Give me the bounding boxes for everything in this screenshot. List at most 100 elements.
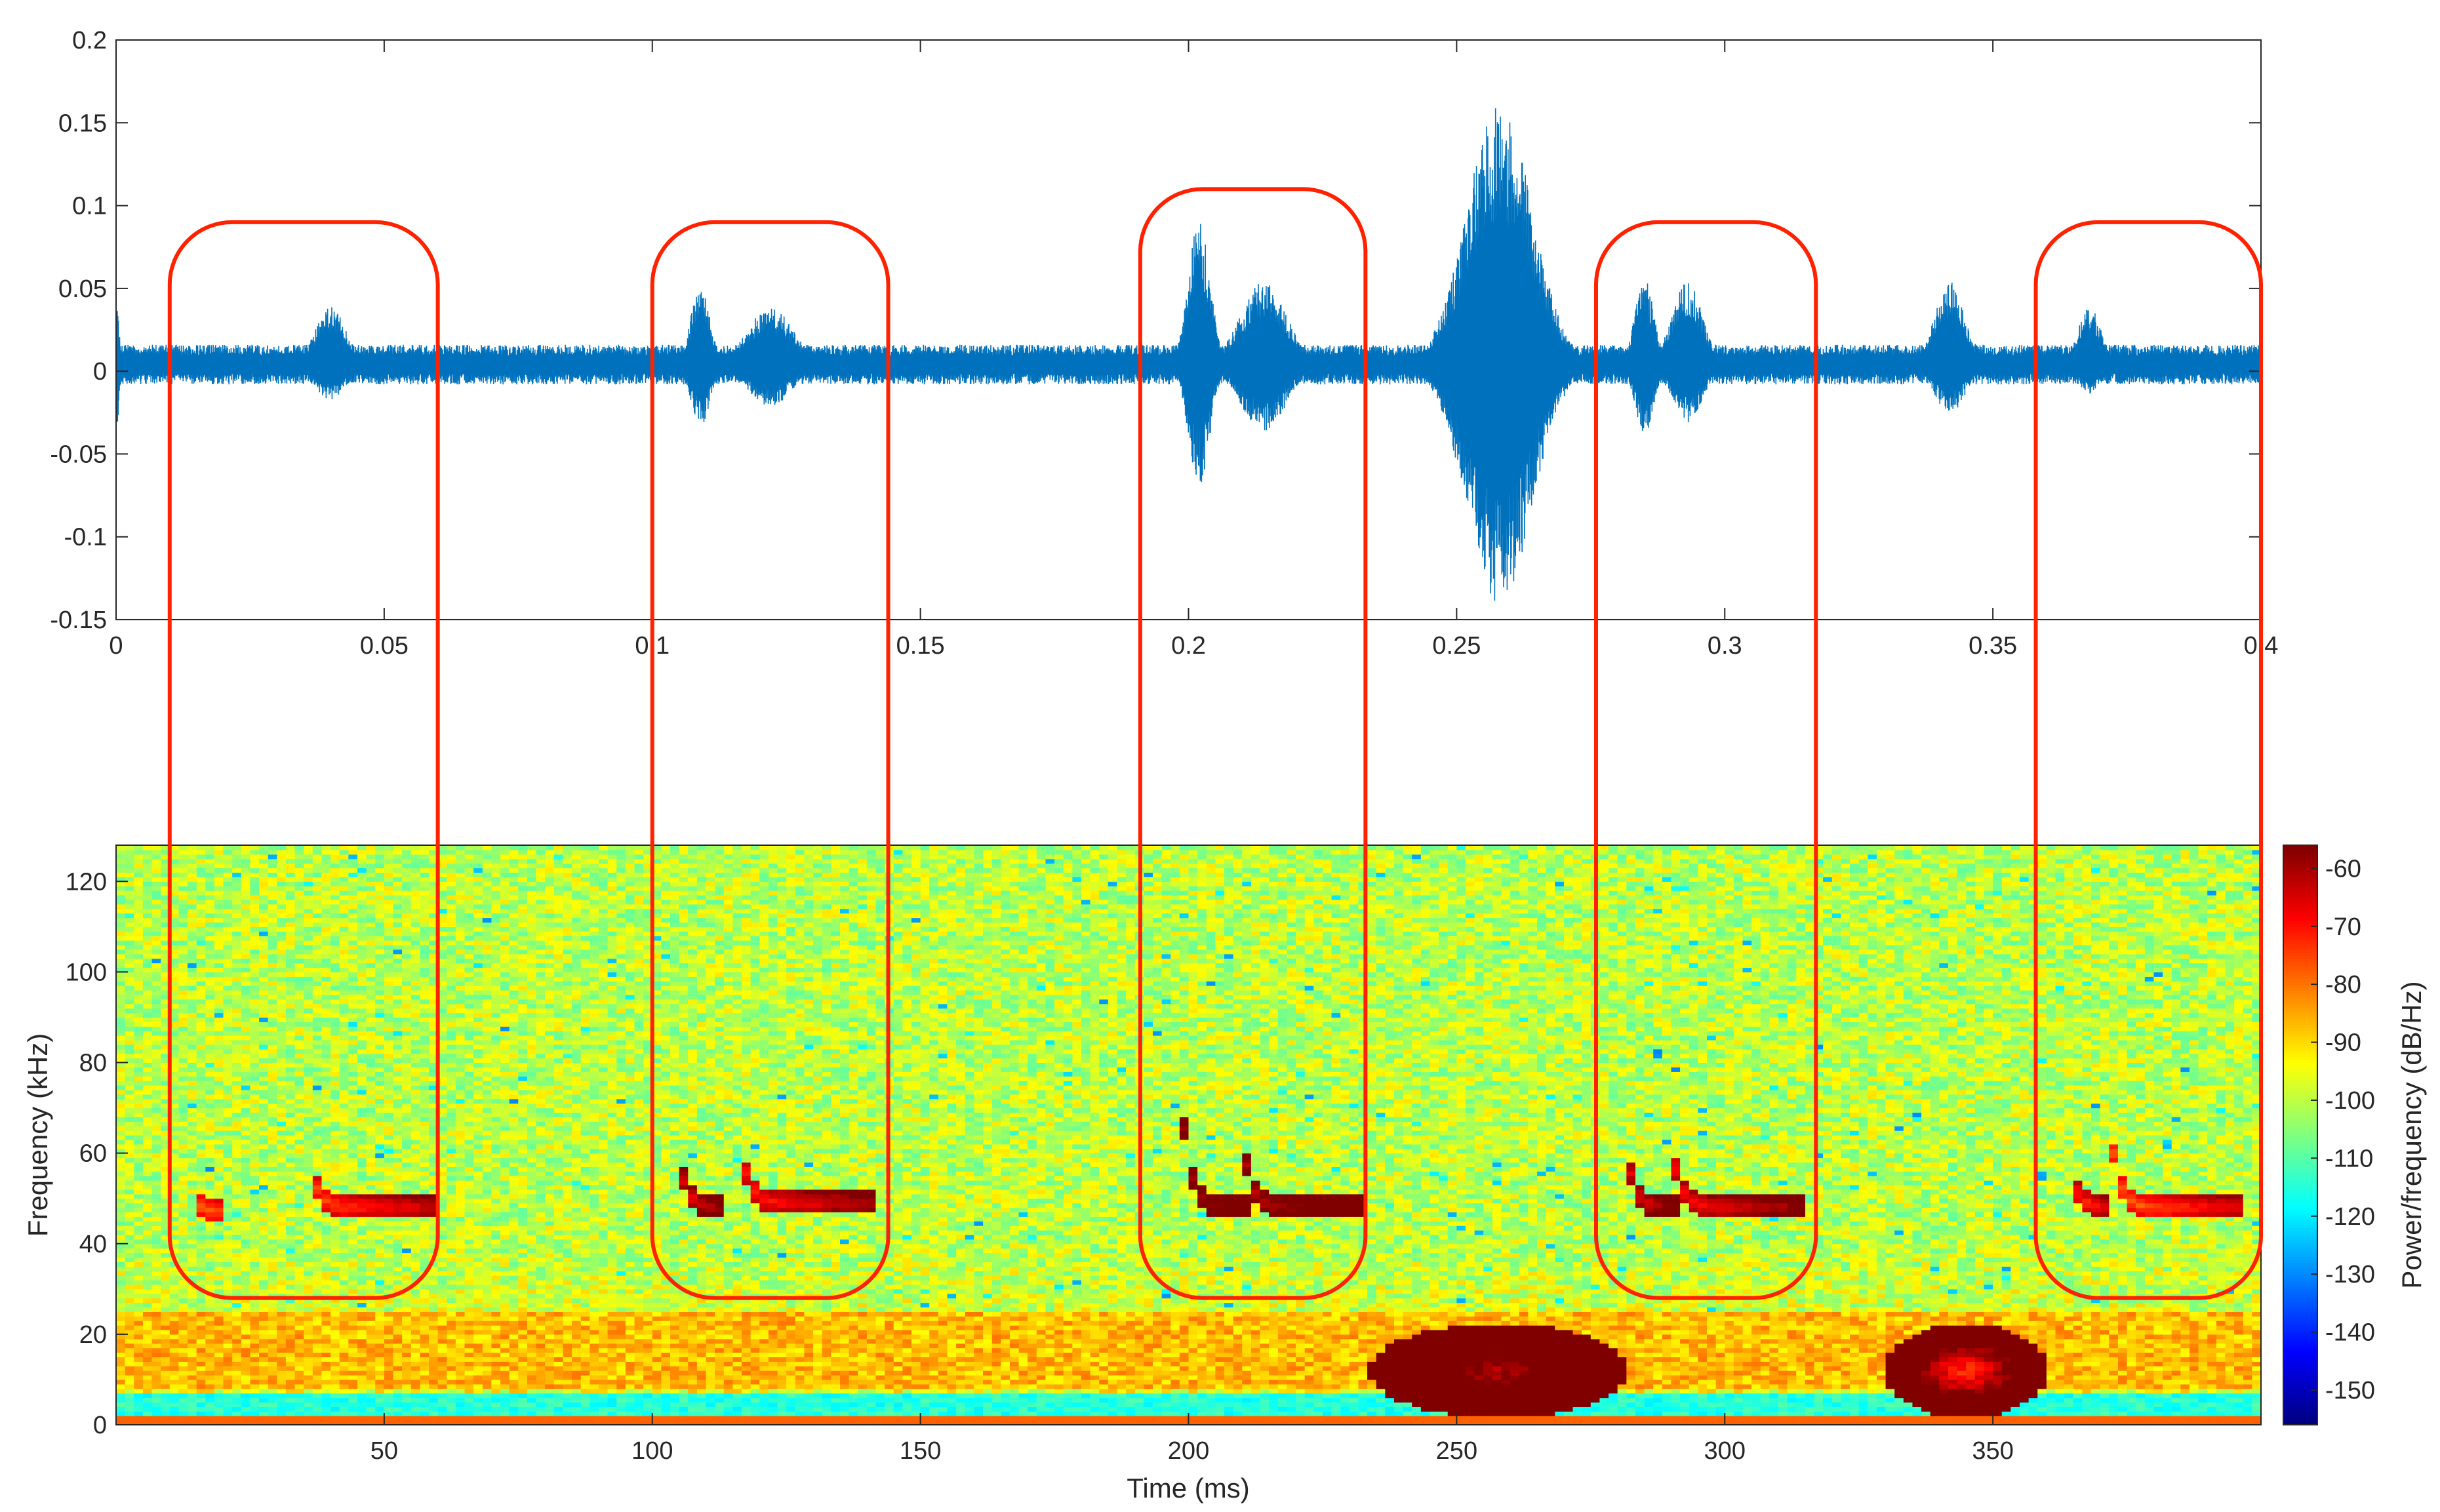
spectrogram-cell [411, 1049, 420, 1054]
spectrogram-cell [214, 1353, 224, 1358]
spectrogram-cell [340, 1370, 349, 1376]
spectrogram-cell [125, 1230, 134, 1235]
spectrogram-cell [393, 1284, 403, 1290]
spectrogram-cell [340, 909, 349, 914]
spectrogram-cell [375, 1140, 384, 1145]
spectrogram-cell [384, 868, 393, 873]
spectrogram-cell [438, 1357, 447, 1362]
spectrogram-cell [125, 1307, 134, 1312]
spectrogram-cell [456, 1316, 465, 1321]
spectrogram-cell [402, 1339, 411, 1344]
spectrogram-cell [420, 1199, 429, 1204]
spectrogram-cell [348, 1384, 357, 1389]
spectrogram-cell [241, 1275, 250, 1281]
spectrogram-cell [152, 981, 161, 986]
spectrogram-cell [214, 1225, 224, 1231]
spectrogram-cell [330, 1257, 340, 1262]
spectrogram-cell [197, 1303, 206, 1308]
spectrogram-cell [286, 1158, 295, 1163]
spectrogram-cell [384, 904, 393, 909]
spectrogram-cell [116, 922, 125, 927]
spectrogram-cell [277, 1284, 286, 1290]
spectrogram-cell [393, 881, 403, 886]
spectrogram-cell [393, 1311, 403, 1317]
spectrogram-cell [250, 963, 259, 968]
spectrogram-cell [321, 1416, 330, 1421]
spectrogram-cell [321, 900, 330, 905]
spectrogram-cell [259, 1289, 268, 1294]
spectrogram-cell [143, 1108, 152, 1113]
spectrogram-cell [367, 1004, 376, 1009]
spectrogram-cell [321, 981, 330, 986]
spectrogram-cell [456, 1393, 465, 1399]
spectrogram-cell [367, 1307, 376, 1312]
spectrogram-cell [214, 1244, 224, 1249]
spectrogram-cell [429, 1275, 438, 1281]
spectrogram-cell [205, 995, 214, 1000]
spectrogram-cell [357, 868, 367, 873]
spectrogram-cell [197, 963, 206, 968]
spectrogram-cell [125, 1262, 134, 1267]
spectrogram-cell [402, 985, 411, 991]
spectrogram-cell [188, 1076, 197, 1081]
spectrogram-cell [330, 926, 340, 932]
spectrogram-cell [214, 1117, 224, 1122]
spectrogram-cell [134, 1112, 143, 1117]
spectrogram-cell [178, 1339, 188, 1344]
spectrogram-cell [286, 1398, 295, 1403]
spectrogram-cell [295, 1235, 304, 1240]
spectrogram-cell [384, 859, 393, 864]
spectrogram-cell [197, 1316, 206, 1321]
spectrogram-cell [268, 1225, 277, 1231]
spectrogram-cell [313, 1158, 322, 1163]
spectrogram-cell [161, 1280, 170, 1285]
spectrogram-cell [268, 981, 277, 986]
spectrogram-cell [134, 931, 143, 936]
spectrogram-cell [393, 913, 403, 919]
spectrogram-cell [134, 1216, 143, 1222]
spectrogram-cell [197, 1262, 206, 1267]
spectrogram-cell [116, 1366, 125, 1371]
spectrogram-cell [340, 1235, 349, 1240]
spectrogram-cell [295, 954, 304, 959]
spectrogram-cell [393, 985, 403, 991]
spectrogram-cell [178, 1112, 188, 1117]
spectrogram-cell [286, 1330, 295, 1335]
spectrogram-cell [313, 1406, 322, 1412]
spectrogram-cell [286, 1162, 295, 1167]
spectrogram-cell [375, 1117, 384, 1122]
spectrogram-cell [429, 1361, 438, 1366]
spectrogram-cell [375, 1085, 384, 1090]
spectrogram-cell [321, 1239, 330, 1244]
spectrogram-cell [152, 1063, 161, 1068]
spectrogram-cell [321, 1054, 330, 1059]
spectrogram-cell [125, 1035, 134, 1041]
spectrogram-cell [330, 1180, 340, 1185]
spectrogram-cell [170, 1398, 179, 1403]
spectrogram-cell [357, 995, 367, 1000]
spectrogram-cell [411, 1334, 420, 1340]
spectrogram-cell [232, 913, 241, 919]
spectrogram-cell [321, 1104, 330, 1109]
spectrogram-cell [134, 1166, 143, 1172]
spectrogram-cell [134, 1022, 143, 1027]
spectrogram-cell [321, 1149, 330, 1154]
spectrogram-cell [197, 1266, 206, 1271]
spectrogram-cell [384, 1199, 393, 1204]
spectrogram-cell [357, 1334, 367, 1340]
spectrogram-cell [357, 864, 367, 869]
spectrogram-cell [447, 1054, 456, 1059]
spectrogram-cell [143, 1126, 152, 1131]
spectrogram-cell [295, 918, 304, 923]
spectrogram-cell [214, 872, 224, 877]
spectrogram-cell [134, 1266, 143, 1271]
spectrogram-cell [197, 1380, 206, 1385]
spectrogram-cell [357, 1004, 367, 1009]
spectrogram-cell [277, 864, 286, 869]
spectrogram-cell [447, 1225, 456, 1231]
spectrogram-cell [295, 1017, 304, 1022]
spectrogram-cell [357, 1248, 367, 1254]
spectrogram-cell [134, 913, 143, 919]
spectrogram-cell [340, 1203, 349, 1208]
spectrogram-cell [420, 1026, 429, 1031]
